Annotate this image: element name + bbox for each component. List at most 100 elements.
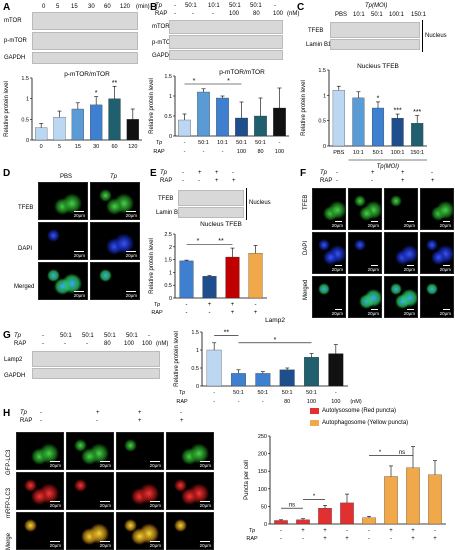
- significance-mark: *: [193, 78, 196, 85]
- x-tick-label: 15: [75, 144, 81, 150]
- scale-bar: [371, 221, 378, 222]
- bracket-line: [422, 20, 423, 52]
- x-tick-label: +: [323, 528, 327, 534]
- fluorescent-cell: [181, 488, 199, 506]
- bar: [352, 97, 365, 147]
- panel-e-label: E: [150, 168, 157, 179]
- scale-bar-label: 20μm: [99, 463, 111, 468]
- x-tick-label: +: [254, 310, 258, 316]
- bar: [296, 519, 310, 525]
- x-tick-label: 5: [58, 144, 61, 150]
- x-tick-label: -: [280, 536, 282, 542]
- row-label-merged: Merged: [14, 284, 35, 290]
- microscopy-image: 20μm: [38, 262, 88, 300]
- lane-rap: +: [180, 418, 184, 424]
- lane-rap: +: [431, 178, 435, 184]
- microscopy-image: 20μm: [420, 232, 454, 274]
- row-label-gfp: GFP-LC3: [6, 449, 12, 475]
- microscopy-image: 20μm: [384, 276, 418, 318]
- x-tick-label: +: [389, 528, 393, 534]
- significance-mark: *: [227, 78, 230, 85]
- lane-rap: 100: [124, 341, 135, 347]
- x-tick-label: 80: [284, 399, 290, 405]
- panel-c-label: C: [297, 2, 305, 13]
- microscopy-image: 20μm: [166, 512, 214, 550]
- bar: [53, 117, 66, 141]
- scale-bar: [335, 309, 342, 310]
- lane-tp: -: [180, 410, 182, 416]
- chart-b: 0 0.5 1 1.5 Relative protein level p-mTOR/mTO…: [149, 69, 289, 155]
- x-tick-label: -: [184, 149, 186, 155]
- significance-mark: *: [95, 90, 98, 97]
- western-blot-tfeb: [330, 22, 420, 38]
- lane-label: 15: [71, 4, 78, 10]
- x-tick-label: -: [434, 528, 436, 534]
- legend-orange-label: Autophagosome (Yellow puncta): [322, 420, 409, 426]
- lane-rap: -: [371, 178, 373, 184]
- x-tick-label: -: [255, 302, 257, 308]
- lane-tp: -: [182, 170, 184, 176]
- bar: [384, 476, 398, 525]
- lane-label: 0: [42, 4, 46, 10]
- bar: [35, 127, 48, 141]
- band-label-tfeb: TFEB: [158, 196, 174, 202]
- lane-tp: 50:1: [250, 3, 262, 9]
- significance-mark: *: [377, 95, 380, 102]
- lane-tp: -: [232, 170, 234, 176]
- lane-tp: 50:1: [82, 333, 94, 339]
- ns-mark: ns: [399, 450, 405, 456]
- bar: [255, 373, 271, 387]
- bar: [318, 508, 332, 525]
- x-tick-label: 30: [93, 144, 99, 150]
- microscopy-image: 20μm: [312, 188, 346, 230]
- row-label-rap: RAP: [151, 310, 163, 316]
- col-label-tp: Tp: [110, 174, 118, 180]
- y-tick-label: 0: [26, 138, 29, 144]
- scale-bar-label: 20μm: [367, 267, 379, 272]
- bracket-line: [246, 188, 247, 220]
- fluorescent-cell: [113, 233, 135, 255]
- x-tick-label: +: [208, 302, 212, 308]
- x-tick-label: 60: [111, 144, 117, 150]
- y-tick-label: 0: [169, 134, 172, 140]
- x-tick-label: 100: [331, 399, 340, 405]
- scale-bar: [126, 251, 136, 252]
- chart-title: Lamp2: [265, 317, 285, 324]
- row-label-tp: Tp: [20, 410, 28, 416]
- scale-bar-label: 20μm: [367, 311, 379, 316]
- scale-bar-label: 20μm: [125, 253, 137, 258]
- significance-mark: *: [197, 238, 200, 245]
- moi-header-text: Tp(MOI): [365, 3, 388, 9]
- fluorescent-cell: [81, 448, 99, 466]
- scale-bar-label: 20μm: [99, 503, 111, 508]
- x-tick-label: +: [301, 528, 305, 534]
- y-tick-label: 1.5: [21, 76, 29, 82]
- scale-bar: [50, 541, 60, 542]
- fluorescent-cell: [431, 249, 447, 266]
- lane-rap: -: [212, 11, 214, 17]
- microscopy-image: 20μm: [16, 512, 64, 550]
- x-tick-label: +: [231, 302, 235, 308]
- microscopy-image: 20μm: [116, 512, 164, 550]
- chart-a: 0 0.5 1 1.5 Relative protein level p-mTOR/mTO…: [4, 71, 142, 150]
- row-label-merged: Merged: [303, 279, 309, 300]
- y-tick-label: 200: [258, 452, 267, 458]
- scale-bar-label: 20μm: [403, 311, 415, 316]
- fluorescent-cell: [54, 278, 72, 296]
- x-tick-label: +: [433, 536, 437, 542]
- lane-rap: 80: [253, 11, 260, 17]
- scale-bar: [200, 541, 210, 542]
- fluorescent-cell: [395, 293, 411, 310]
- x-tick-label: -: [184, 140, 186, 146]
- lane-tp: 50:1: [229, 3, 241, 9]
- scale-bar: [407, 221, 414, 222]
- x-tick-label: -: [213, 390, 215, 396]
- scale-bar: [150, 541, 160, 542]
- y-tick-label: 0.5: [318, 119, 326, 125]
- lane-tp: +: [215, 170, 219, 176]
- x-tick-label: 100: [237, 149, 246, 155]
- bar: [274, 520, 288, 525]
- x-tick-label: +: [345, 536, 349, 542]
- y-axis-label: Puncta per cell: [244, 460, 250, 500]
